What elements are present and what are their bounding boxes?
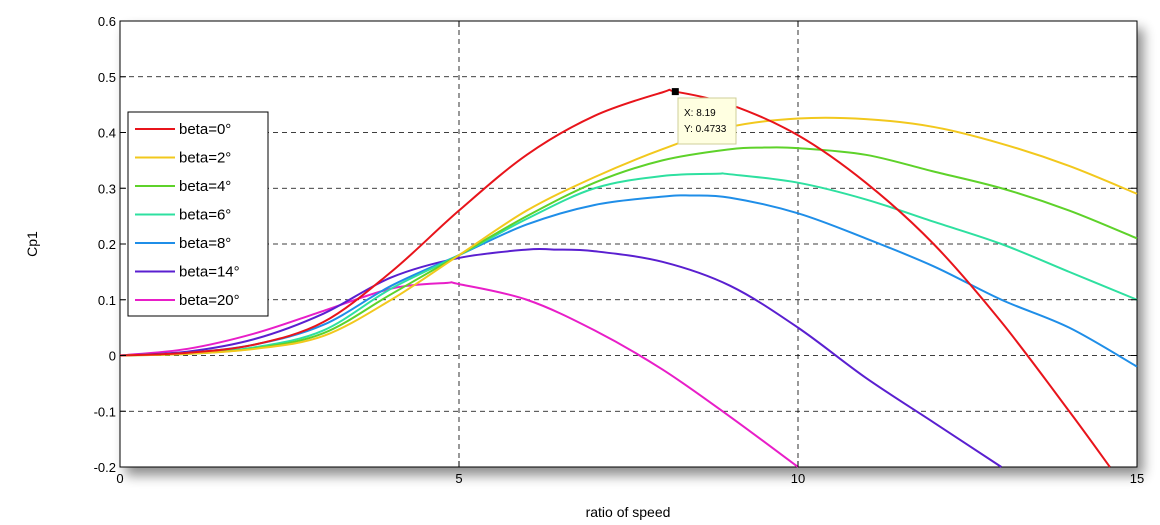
x-tick-label: 0 bbox=[116, 471, 123, 486]
legend-label-5: beta=14° bbox=[179, 264, 240, 281]
y-tick-label: 0.6 bbox=[98, 14, 116, 29]
y-tick-label: 0.5 bbox=[98, 70, 116, 85]
data-tip-box bbox=[677, 97, 737, 145]
x-axis-ticks: 0 5 10 15 bbox=[116, 21, 1144, 486]
y-tick-label: 0.4 bbox=[98, 126, 116, 141]
series-line-4 bbox=[119, 194, 1138, 368]
x-axis-label: ratio of speed bbox=[586, 504, 671, 520]
legend-label-3: beta=6° bbox=[179, 207, 231, 224]
legend-label-6: beta=20° bbox=[179, 292, 240, 309]
series-line-1 bbox=[119, 116, 1138, 357]
data-tip[interactable]: X: 8.19 Y: 0.4733 bbox=[671, 88, 737, 145]
x-tick-label: 5 bbox=[455, 471, 462, 486]
data-tip-x: X: 8.19 bbox=[684, 108, 716, 119]
series-line-0 bbox=[119, 88, 1111, 468]
y-tick-label: 0.3 bbox=[98, 181, 116, 196]
series-lines bbox=[119, 88, 1138, 468]
series-line-2 bbox=[119, 146, 1138, 357]
y-axis-label: Cp1 bbox=[24, 231, 40, 257]
data-tip-marker bbox=[671, 88, 679, 96]
data-tip-y: Y: 0.4733 bbox=[684, 124, 727, 135]
y-tick-label: -0.1 bbox=[94, 404, 116, 419]
y-axis-ticks: -0.2 -0.1 0 0.1 0.2 0.3 0.4 0.5 0.6 bbox=[94, 14, 1137, 475]
x-tick-label: 10 bbox=[791, 471, 805, 486]
legend-label-2: beta=4° bbox=[179, 178, 231, 195]
y-tick-label: -0.2 bbox=[94, 460, 116, 475]
legend: beta=0° beta=2° beta=4° beta=6° beta=8° beta=… bbox=[127, 111, 269, 317]
grid-lines bbox=[120, 21, 1137, 467]
series-line-5 bbox=[119, 247, 1002, 468]
legend-label-0: beta=0° bbox=[179, 121, 231, 138]
legend-label-1: beta=2° bbox=[179, 150, 231, 167]
y-tick-label: 0 bbox=[109, 349, 116, 364]
y-tick-label: 0.2 bbox=[98, 237, 116, 252]
x-tick-label: 15 bbox=[1130, 471, 1144, 486]
series-line-3 bbox=[119, 172, 1138, 357]
series-line-6 bbox=[119, 281, 799, 468]
y-tick-label: 0.1 bbox=[98, 293, 116, 308]
legend-label-4: beta=8° bbox=[179, 235, 231, 252]
